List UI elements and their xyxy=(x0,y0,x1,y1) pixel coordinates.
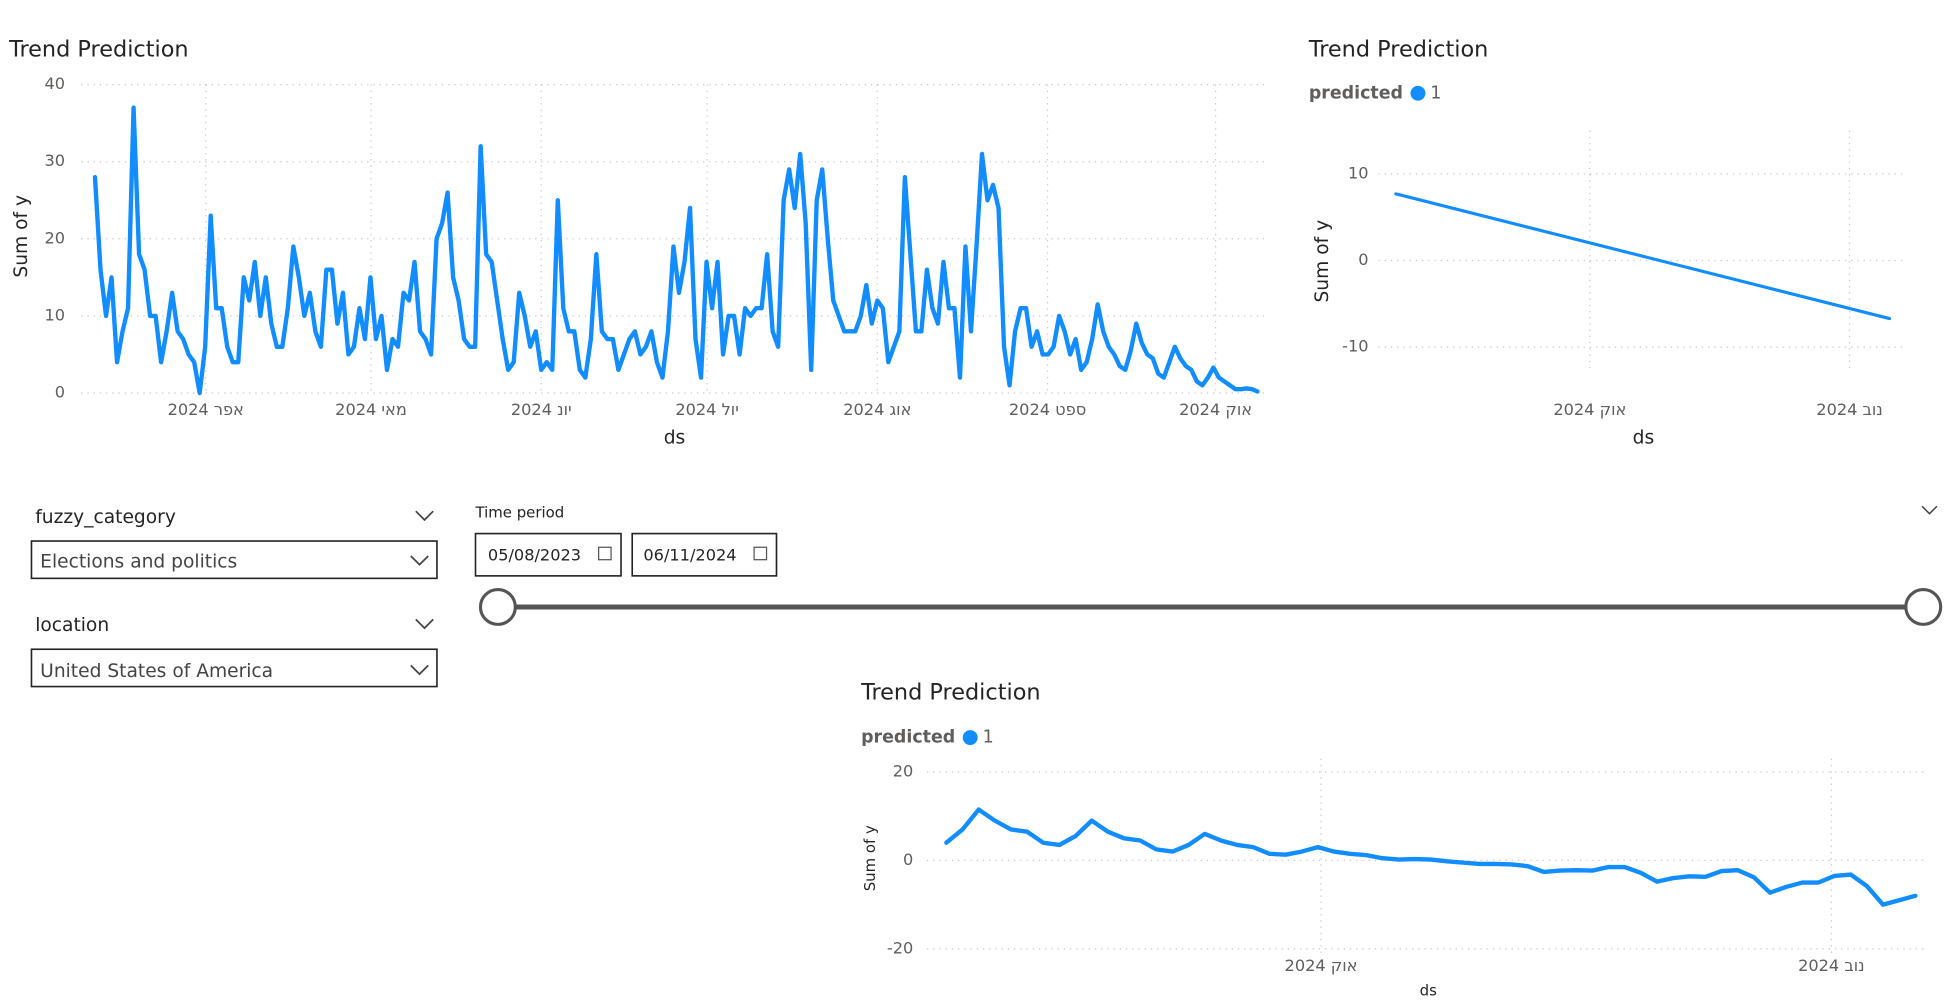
chevron[interactable] xyxy=(410,664,429,676)
series-line xyxy=(944,807,1918,907)
x-tick-label: אוק 2024 xyxy=(1553,400,1626,419)
calendar-icon[interactable] xyxy=(753,546,768,561)
x-axis-title: ds xyxy=(1633,427,1655,448)
series-line xyxy=(92,105,1260,396)
start-date: 05/08/2023 xyxy=(488,545,581,564)
y-axis-title: Sum of y xyxy=(11,195,32,278)
slicer-title: fuzzy_category xyxy=(35,507,176,528)
legend-label: 1 xyxy=(1430,83,1441,103)
dropdown-value: United States of America xyxy=(40,661,273,682)
y-tick-label: 10 xyxy=(1348,163,1369,182)
slider-handle[interactable] xyxy=(1904,587,1943,626)
y-axis-title: Sum of y xyxy=(861,825,879,891)
chevron[interactable] xyxy=(415,618,434,630)
y-tick-label: -20 xyxy=(887,938,913,957)
y-tick-label: 0 xyxy=(903,850,913,869)
calendar-icon[interactable] xyxy=(598,546,612,561)
x-tick-label: אוק 2024 xyxy=(1179,400,1252,419)
series-line xyxy=(1394,192,1892,321)
y-tick-label: -10 xyxy=(1342,337,1368,356)
legend-title: predicted xyxy=(861,728,955,748)
line-chart: Trend Prediction 0 10 20 30 40 אפר 2024 מאי 202… xyxy=(8,36,1270,448)
end-date: 06/11/2024 xyxy=(643,545,736,564)
x-tick-label: ספט 2024 xyxy=(1009,400,1086,419)
chart-title: Trend Prediction xyxy=(860,679,1041,705)
y-tick-label: 0 xyxy=(1358,250,1368,269)
legend-title: predicted xyxy=(1309,83,1403,103)
y-tick-label: 20 xyxy=(44,228,65,247)
y-axis-title: Sum of y xyxy=(1312,220,1333,303)
chart-title: Trend Prediction xyxy=(8,36,189,62)
dropdown[interactable] xyxy=(30,540,438,580)
slicer-title: location xyxy=(35,615,109,636)
location-slicer[interactable]: location United States of America xyxy=(30,615,438,688)
category-slicer[interactable]: fuzzy_category Elections and politics xyxy=(30,507,438,580)
chevron[interactable] xyxy=(1921,505,1938,515)
x-tick-label: מאי 2024 xyxy=(335,400,407,419)
x-tick-label: אוק 2024 xyxy=(1285,956,1358,975)
y-tick-label: 10 xyxy=(44,305,65,324)
legend-swatch xyxy=(1410,85,1426,101)
chart-title: Trend Prediction xyxy=(1308,36,1489,62)
y-tick-label: 0 xyxy=(55,383,65,402)
y-tick-label: 30 xyxy=(44,151,65,170)
x-axis-title: ds xyxy=(664,427,686,448)
slider-handle[interactable] xyxy=(478,587,517,626)
x-tick-label: אוג 2024 xyxy=(843,400,911,419)
legend-swatch xyxy=(962,730,978,746)
y-tick-label: 20 xyxy=(893,761,914,780)
x-tick-label: יול 2024 xyxy=(675,400,738,419)
x-tick-label: נוב 2024 xyxy=(1816,400,1882,419)
line-chart: Trend Prediction -20 0 20 אוק 2024 נוב 2024 ds… xyxy=(860,679,1929,999)
x-tick-label: יונ 2024 xyxy=(511,400,572,419)
dropdown-value: Elections and politics xyxy=(40,552,237,573)
date-input[interactable] xyxy=(474,532,622,577)
y-tick-label: 40 xyxy=(44,74,65,93)
line-chart: Trend Prediction -10 0 10 אוק 2024 נוב 2024 ds… xyxy=(1308,36,1904,448)
date-input[interactable] xyxy=(631,532,778,577)
time-slicer[interactable]: Time period 05/08/2023 06/11/2024 xyxy=(474,504,1943,626)
x-tick-label: אפר 2024 xyxy=(168,400,244,419)
dropdown[interactable] xyxy=(30,648,438,688)
chevron[interactable] xyxy=(415,510,434,522)
legend-label: 1 xyxy=(983,728,994,748)
slicer-title: Time period xyxy=(475,504,565,522)
chevron[interactable] xyxy=(410,555,429,566)
x-axis-title: ds xyxy=(1420,981,1437,999)
x-tick-label: נוב 2024 xyxy=(1798,956,1864,975)
